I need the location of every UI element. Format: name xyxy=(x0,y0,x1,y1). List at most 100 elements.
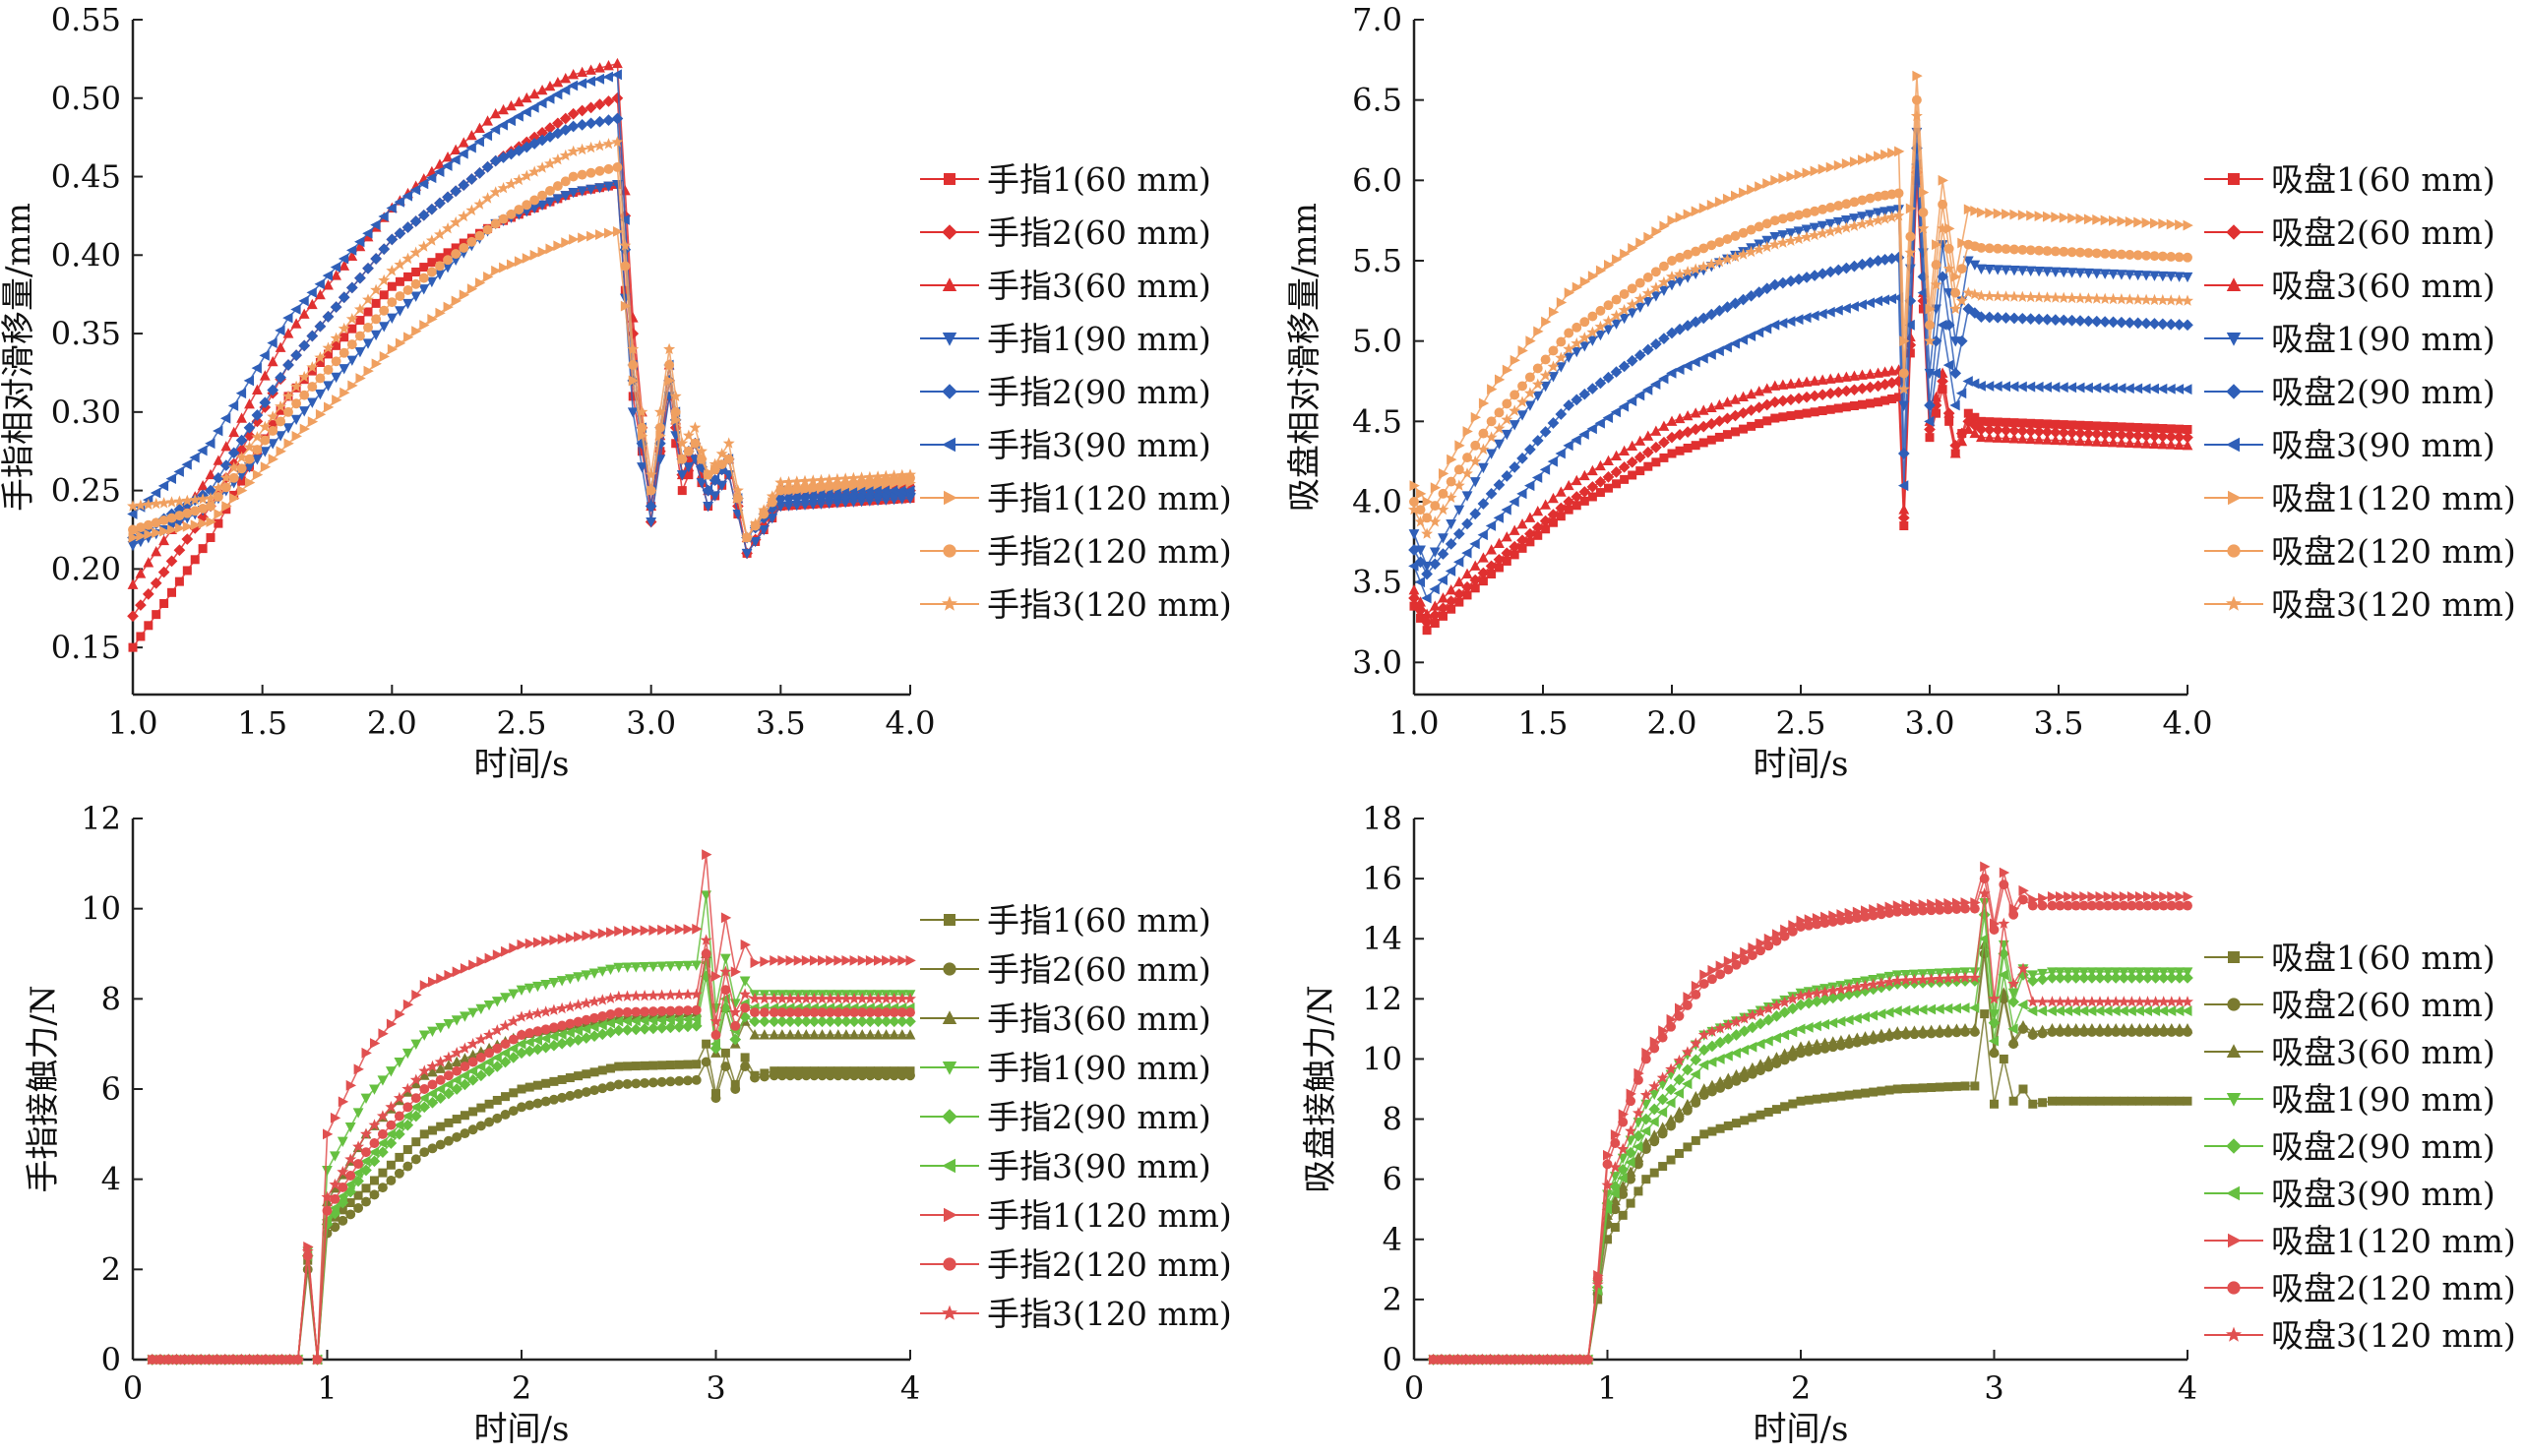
data-point xyxy=(307,416,319,428)
data-point xyxy=(2017,210,2029,221)
data-point xyxy=(2067,420,2077,430)
data-point xyxy=(1840,371,1852,382)
data-point xyxy=(459,1053,470,1063)
data-point xyxy=(190,519,202,531)
data-point xyxy=(729,1005,742,1018)
data-point xyxy=(1849,213,1860,224)
data-point xyxy=(1768,319,1780,331)
y-tick-label: 0.35 xyxy=(51,315,121,352)
data-point xyxy=(2158,1023,2170,1034)
data-point xyxy=(427,1026,438,1038)
legend-label: 吸盘3(120 mm) xyxy=(2271,1316,2516,1355)
data-point xyxy=(324,349,334,359)
data-point xyxy=(1867,983,1879,996)
data-point xyxy=(315,288,326,300)
data-point xyxy=(1924,423,1936,436)
series-9 xyxy=(1408,109,2193,539)
data-point xyxy=(648,925,659,936)
data-point xyxy=(532,1026,543,1037)
data-point xyxy=(630,1015,641,1027)
data-point xyxy=(1787,926,1798,937)
data-point xyxy=(2166,251,2177,262)
data-point xyxy=(1748,941,1758,953)
data-point xyxy=(1706,435,1716,445)
y-tick-label: 0.15 xyxy=(51,629,121,666)
data-point xyxy=(260,461,272,473)
data-point xyxy=(1604,259,1615,271)
data-point xyxy=(1856,217,1869,229)
data-point xyxy=(839,498,851,509)
data-point xyxy=(1634,435,1646,446)
data-point xyxy=(565,1018,576,1029)
data-point xyxy=(1909,1025,1920,1036)
data-point xyxy=(1849,370,1860,381)
data-point xyxy=(2099,436,2111,448)
data-point xyxy=(582,1069,591,1079)
data-point xyxy=(665,1005,676,1016)
data-point xyxy=(2036,996,2049,1007)
data-point xyxy=(1926,905,1937,916)
data-point xyxy=(1984,432,1996,443)
data-point xyxy=(418,1069,430,1080)
data-point xyxy=(346,339,357,350)
data-point xyxy=(715,448,728,459)
data-point xyxy=(1541,1353,1554,1365)
data-point xyxy=(331,270,342,280)
data-point xyxy=(1875,977,1887,989)
data-point xyxy=(889,1070,899,1081)
data-point xyxy=(1414,516,1427,527)
data-point xyxy=(1983,311,1996,324)
data-point xyxy=(1674,1106,1685,1118)
data-point xyxy=(1509,524,1520,535)
legend-item: 手指3(90 mm) xyxy=(920,426,1211,464)
data-point xyxy=(1697,1044,1710,1057)
data-point xyxy=(1627,308,1638,319)
legend-marker xyxy=(2226,595,2242,611)
data-point xyxy=(1730,190,1742,202)
data-point xyxy=(1794,210,1804,220)
data-point xyxy=(895,485,907,497)
data-point xyxy=(1975,381,1986,392)
data-point xyxy=(1555,351,1568,363)
data-point xyxy=(683,924,694,935)
data-point xyxy=(1429,558,1442,571)
data-point xyxy=(823,473,835,485)
data-point xyxy=(1851,981,1864,993)
data-point xyxy=(568,187,580,199)
data-point xyxy=(1494,537,1505,548)
data-point xyxy=(1843,982,1856,994)
data-point xyxy=(298,308,310,319)
data-point xyxy=(1666,1013,1677,1025)
data-point xyxy=(410,1093,421,1104)
data-point xyxy=(1706,1057,1717,1067)
data-point xyxy=(220,482,231,493)
data-point xyxy=(1698,979,1709,990)
data-point xyxy=(1979,898,1991,909)
data-point xyxy=(639,961,650,973)
series-line xyxy=(1413,132,2188,569)
data-point xyxy=(2079,891,2090,902)
data-point xyxy=(481,130,493,142)
data-point xyxy=(128,532,139,543)
data-point xyxy=(2131,317,2144,330)
data-point xyxy=(808,993,821,1004)
data-point xyxy=(815,473,828,486)
data-point xyxy=(2007,996,2019,1008)
data-point xyxy=(1825,404,1835,414)
data-point xyxy=(1639,1125,1651,1137)
legend-marker xyxy=(943,962,956,976)
data-point xyxy=(1461,568,1473,578)
data-point xyxy=(564,974,576,985)
data-point xyxy=(612,162,623,172)
data-point xyxy=(1840,262,1853,274)
data-point xyxy=(2094,996,2106,1007)
data-point xyxy=(1548,372,1559,383)
data-point xyxy=(2025,245,2036,256)
data-point xyxy=(572,999,585,1010)
data-point xyxy=(501,1092,511,1102)
data-point xyxy=(181,458,192,470)
data-point xyxy=(1697,404,1709,415)
data-point xyxy=(492,1095,502,1105)
data-point xyxy=(282,328,294,338)
data-point xyxy=(1760,323,1772,334)
